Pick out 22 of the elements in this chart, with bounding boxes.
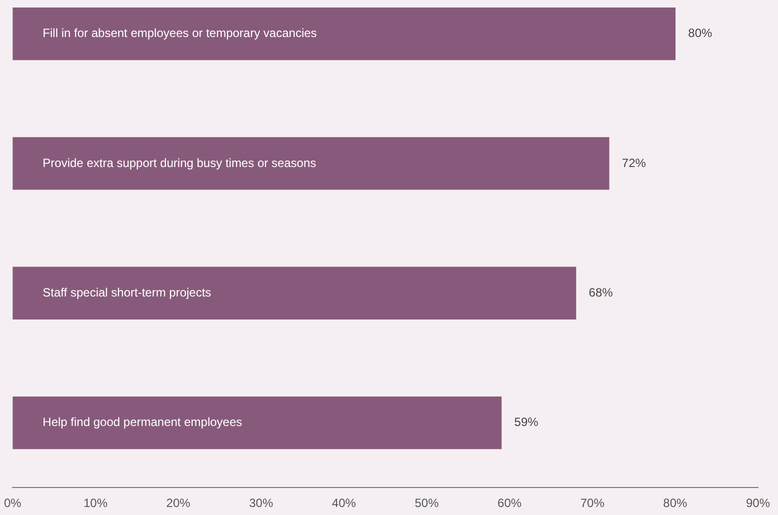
x-tick-label: 70% <box>580 496 605 510</box>
data-label: 59% <box>514 415 539 430</box>
bar <box>12 137 610 190</box>
y-tick-label: Fill in for absent employees or temporary vacancies <box>42 26 317 40</box>
x-tick-label: 60% <box>498 496 522 510</box>
y-tick-label: Provide extra support during busy times or seasons <box>42 156 316 170</box>
bar <box>12 266 576 320</box>
x-tick-label: 0% <box>4 496 22 510</box>
data-label: 68% <box>588 285 614 300</box>
y-tick-label: Help find good permanent employees <box>42 415 242 430</box>
x-tick-label: 30% <box>249 496 274 510</box>
bar <box>12 7 676 60</box>
x-tick-label: 20% <box>166 496 191 510</box>
x-tick-label: 10% <box>83 496 108 510</box>
y-tick-label: Staff special short-term projects <box>42 285 212 300</box>
data-label: 80% <box>688 26 713 40</box>
x-tick-label: 50% <box>414 496 440 510</box>
x-tick-label: 80% <box>663 496 688 510</box>
x-tick-label: 90% <box>746 496 770 510</box>
x-tick-label: 40% <box>332 496 356 510</box>
bar <box>12 396 502 450</box>
data-label: 72% <box>622 156 646 170</box>
